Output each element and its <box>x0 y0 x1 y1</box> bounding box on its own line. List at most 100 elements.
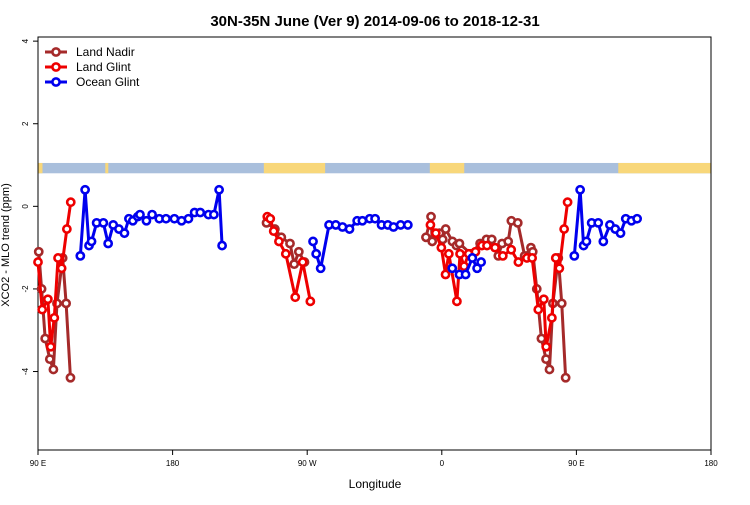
land-band-0 <box>38 162 43 174</box>
data-point <box>425 220 436 230</box>
legend-label: Ocean Glint <box>76 75 140 89</box>
ocean-band <box>38 162 711 174</box>
data-point <box>593 217 604 228</box>
data-point <box>482 240 492 251</box>
data-point <box>513 257 524 267</box>
data-point <box>512 217 523 228</box>
legend-label: Land Glint <box>76 60 131 74</box>
x-tick-label-3: 0 <box>440 459 445 468</box>
data-point <box>293 246 304 257</box>
x-tick-label-4: 90 E <box>568 459 584 468</box>
data-point <box>550 253 561 263</box>
data-point <box>217 240 228 251</box>
data-point <box>402 220 413 230</box>
data-point <box>533 304 544 315</box>
data-point <box>467 253 478 263</box>
data-point <box>49 312 60 323</box>
data-point <box>161 213 171 224</box>
chart-title: 30N-35N June (Ver 9) 2014-09-06 to 2018-… <box>210 13 539 30</box>
data-point <box>280 248 291 259</box>
data-point <box>45 341 56 352</box>
data-point <box>370 213 380 224</box>
data-point <box>274 236 284 247</box>
data-point <box>265 213 276 224</box>
data-point <box>440 224 451 234</box>
data-point <box>490 242 500 253</box>
data-point <box>44 354 55 365</box>
data-point <box>426 211 436 222</box>
data-point <box>562 197 573 208</box>
data-point <box>33 257 43 267</box>
x-tick-label-5: 180 <box>704 459 718 468</box>
data-point <box>56 263 67 274</box>
data-point <box>452 296 462 307</box>
data-point <box>455 248 465 259</box>
data-point <box>214 184 225 195</box>
data-point <box>75 250 86 261</box>
data-point <box>427 236 438 247</box>
data-point <box>546 312 557 323</box>
y-tick-label-1: -2 <box>21 285 30 293</box>
legend-marker <box>51 47 61 57</box>
data-point <box>208 209 219 220</box>
data-point <box>48 364 59 375</box>
data-point <box>290 292 301 303</box>
data-point <box>305 296 316 307</box>
y-tick-label-2: 0 <box>21 204 30 209</box>
plot-frame <box>37 36 712 451</box>
x-tick-label-1: 180 <box>166 459 180 468</box>
data-point <box>440 269 451 280</box>
data-point <box>297 257 308 267</box>
data-point <box>61 298 72 309</box>
data-point <box>447 263 458 274</box>
data-point <box>33 246 44 257</box>
data-point <box>443 248 454 259</box>
data-point <box>560 372 571 383</box>
data-point <box>65 197 76 208</box>
data-point <box>486 234 497 245</box>
series-layer <box>33 184 643 383</box>
data-point <box>65 372 76 383</box>
land-band-2 <box>263 162 326 174</box>
data-point <box>430 228 441 239</box>
legend-marker <box>51 62 61 72</box>
data-point <box>37 304 48 315</box>
data-point <box>541 354 551 365</box>
data-point <box>527 253 538 263</box>
land-band-1 <box>105 162 109 174</box>
data-point <box>460 269 471 280</box>
data-point <box>42 294 53 305</box>
legend-label: Land Nadir <box>76 45 135 59</box>
x-axis-label: Longitude <box>349 477 402 491</box>
data-point <box>308 236 318 247</box>
legend-item-2: Ocean Glint <box>45 75 140 89</box>
data-point <box>506 244 517 255</box>
y-tick-label-0: -4 <box>21 367 30 375</box>
data-point <box>311 248 322 259</box>
data-point <box>268 226 279 237</box>
data-point <box>147 209 158 220</box>
data-point <box>315 263 326 274</box>
data-point <box>195 207 206 218</box>
legend-item-1: Land Glint <box>45 60 131 74</box>
data-point <box>80 184 91 195</box>
data-point <box>103 238 114 249</box>
data-point <box>497 250 508 261</box>
data-point <box>183 213 194 224</box>
data-point <box>632 213 643 224</box>
data-point <box>86 236 97 247</box>
data-point <box>538 294 549 305</box>
data-point <box>581 236 592 247</box>
series-ocean-glint <box>75 184 643 280</box>
data-point <box>615 228 626 239</box>
land-band-4 <box>618 162 711 174</box>
y-tick-label-4: 4 <box>21 38 30 43</box>
data-point <box>436 242 447 253</box>
data-point <box>344 224 355 234</box>
data-point <box>598 236 609 247</box>
legend-item-0: Land Nadir <box>45 45 135 59</box>
data-point <box>575 184 586 195</box>
landmask-band <box>38 162 711 174</box>
